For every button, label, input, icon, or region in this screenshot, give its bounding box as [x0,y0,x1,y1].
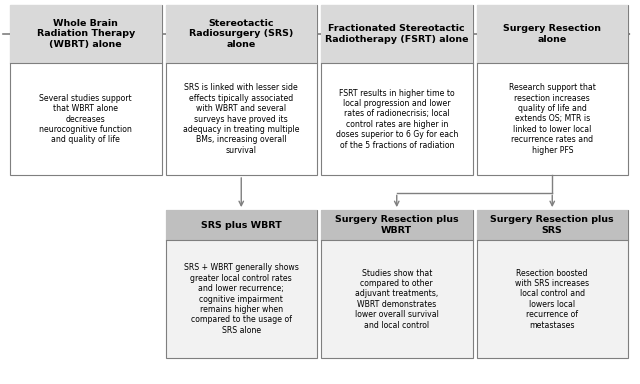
Text: Studies show that
compared to other
adjuvant treatments,
WBRT demonstrates
lower: Studies show that compared to other adju… [355,268,438,329]
Bar [321,210,472,240]
Text: Surgery Resection
alone: Surgery Resection alone [503,24,601,44]
Text: FSRT results in higher time to
local progression and lower
rates of radionecrisi: FSRT results in higher time to local pro… [335,88,458,149]
Text: SRS + WBRT generally shows
greater local control rates
and lower recurrence;
cog: SRS + WBRT generally shows greater local… [184,263,299,335]
Text: Resection boosted
with SRS increases
local control and
lowers local
recurrence o: Resection boosted with SRS increases loc… [515,268,589,329]
Bar [166,210,317,358]
Bar [166,5,317,175]
Bar [477,210,628,358]
Text: SRS is linked with lesser side
effects tipically associated
with WBRT and severa: SRS is linked with lesser side effects t… [183,83,300,155]
Bar [10,5,161,175]
Bar [321,5,472,175]
Text: Research support that
resection increases
quality of life and
extends OS; MTR is: Research support that resection increase… [509,83,596,155]
Bar [477,210,628,240]
Text: Several studies support
that WBRT alone
decreases
neurocognitive function
and qu: Several studies support that WBRT alone … [39,94,132,144]
Bar [166,5,317,63]
Text: Surgery Resection plus
WBRT: Surgery Resection plus WBRT [335,215,459,235]
Bar [166,210,317,240]
Text: Fractionated Stereotactic
Radiotherapy (FSRT) alone: Fractionated Stereotactic Radiotherapy (… [325,24,468,44]
Text: Stereotactic
Radiosurgery (SRS)
alone: Stereotactic Radiosurgery (SRS) alone [189,19,293,49]
Bar [321,210,472,358]
Bar [321,5,472,63]
Text: Surgery Resection plus
SRS: Surgery Resection plus SRS [490,215,614,235]
Bar [10,5,161,63]
Bar [477,5,628,63]
Text: SRS plus WBRT: SRS plus WBRT [201,220,282,230]
Text: Whole Brain
Radiation Therapy
(WBRT) alone: Whole Brain Radiation Therapy (WBRT) alo… [36,19,135,49]
Bar [477,5,628,175]
